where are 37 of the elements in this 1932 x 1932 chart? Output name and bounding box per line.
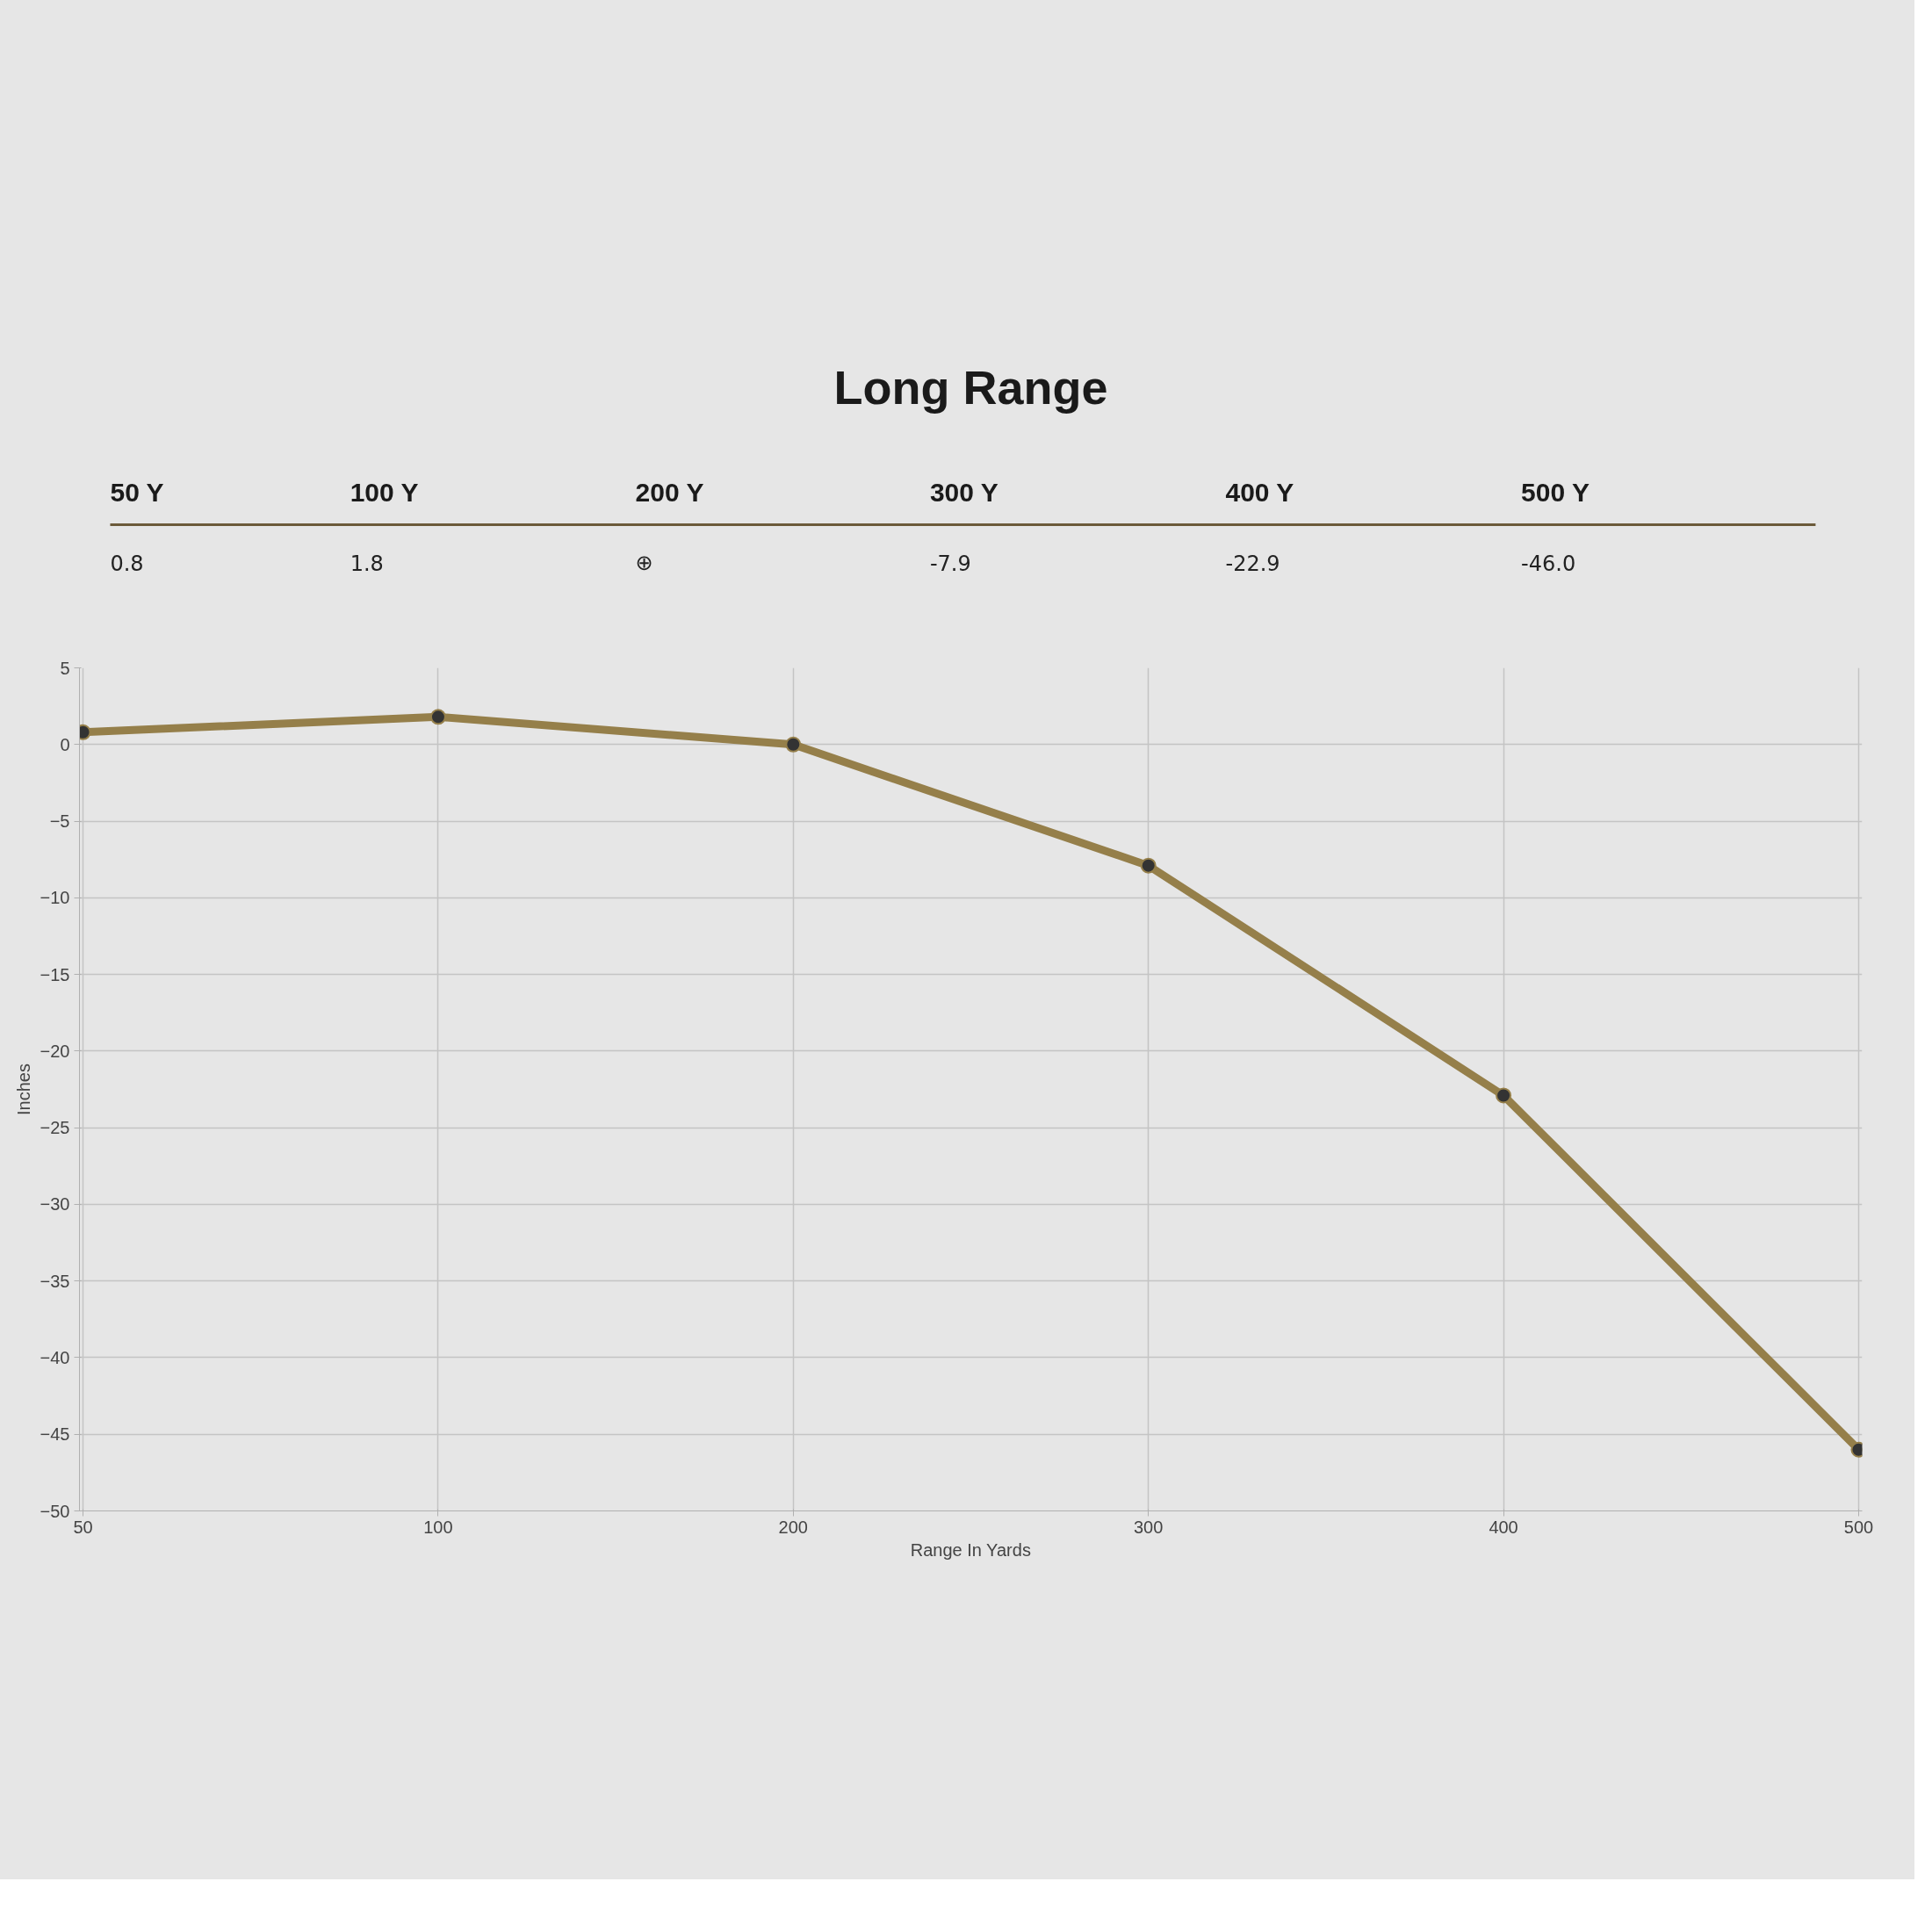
text: 400 Y xyxy=(1225,478,1294,507)
text: 0.8 xyxy=(110,551,144,576)
x-tick-label: 100 xyxy=(423,1517,453,1537)
y-tick-label: −5 xyxy=(49,811,70,832)
x-axis-title: Range In Yards xyxy=(910,1539,1031,1560)
point xyxy=(1140,857,1157,874)
x-tick-label: 200 xyxy=(778,1517,808,1537)
point xyxy=(429,709,446,725)
text: ⊕ xyxy=(635,550,653,575)
y-tick-label: −35 xyxy=(40,1271,70,1291)
y-tick-label: −15 xyxy=(40,964,70,984)
y-axis-title: Inches xyxy=(13,1063,33,1115)
point xyxy=(785,736,802,753)
x-tick-label: 400 xyxy=(1489,1517,1518,1537)
y-tick-label: −25 xyxy=(40,1118,70,1138)
y-tick-label: −10 xyxy=(40,888,70,908)
y-tick-label: −45 xyxy=(40,1424,70,1445)
x-tick-label: 300 xyxy=(1134,1517,1164,1537)
chart-title: Long Range xyxy=(833,360,1108,414)
y-tick-label: −30 xyxy=(40,1194,70,1215)
y-tick-label: −20 xyxy=(40,1041,70,1061)
y-tick-label: 5 xyxy=(60,658,70,678)
text: 300 Y xyxy=(929,478,998,507)
x-tick-label: 500 xyxy=(1843,1517,1874,1537)
y-tick-label: −40 xyxy=(40,1347,70,1367)
text: -22.9 xyxy=(1225,551,1280,576)
text: 50 Y xyxy=(110,478,164,507)
point xyxy=(1496,1087,1512,1104)
text: 100 Y xyxy=(350,478,419,507)
text: 1.8 xyxy=(350,551,384,576)
text: 500 Y xyxy=(1521,478,1590,507)
text: 200 Y xyxy=(635,478,704,507)
y-tick-label: −50 xyxy=(40,1501,70,1521)
text: -46.0 xyxy=(1521,551,1576,576)
y-tick-label: 0 xyxy=(60,734,70,754)
text: -7.9 xyxy=(929,551,971,576)
x-tick-label: 50 xyxy=(73,1517,93,1537)
